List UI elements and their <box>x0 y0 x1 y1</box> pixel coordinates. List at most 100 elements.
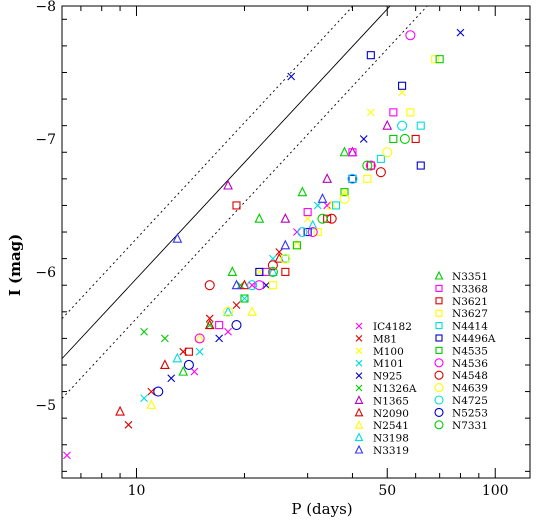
y-tick-label: −5 <box>35 398 56 414</box>
point-n925 <box>359 135 368 143</box>
point-n3198 <box>307 219 318 230</box>
point-n3627 <box>313 227 322 237</box>
legend-marker-n3368 <box>435 284 443 292</box>
point-n3621 <box>281 267 290 276</box>
point-n3319 <box>231 279 242 290</box>
plot-frame <box>61 5 531 479</box>
point-m101 <box>313 201 322 210</box>
y-tick-label: −7 <box>35 132 56 148</box>
point-m100 <box>303 214 312 223</box>
point-n4496a <box>303 227 312 237</box>
point-n4496a <box>348 174 357 183</box>
legend-label-n3319: N3319 <box>373 445 409 457</box>
point-n4548 <box>267 260 278 271</box>
point-n4536 <box>307 226 318 238</box>
point-n4548 <box>204 280 215 291</box>
point-n1326a <box>160 334 169 343</box>
point-n4639 <box>223 306 234 317</box>
y-tick-label: −6 <box>35 265 56 281</box>
plot-border <box>61 5 531 479</box>
legend-label-m101: M101 <box>373 358 404 370</box>
point-n4536 <box>365 160 376 171</box>
point-n4414 <box>376 154 385 163</box>
point-n3351 <box>339 146 350 157</box>
point-n3319 <box>317 193 328 203</box>
point-n3621 <box>323 214 332 223</box>
point-n925 <box>215 334 224 343</box>
point-n4496a <box>366 51 375 60</box>
y-tick-label: −8 <box>35 0 56 15</box>
point-n3198 <box>267 266 278 276</box>
legend-label-n4414: N4414 <box>452 321 488 333</box>
point-n4639 <box>382 147 393 158</box>
point-n4536 <box>254 280 265 291</box>
point-n925 <box>287 72 296 81</box>
point-m100 <box>255 268 264 276</box>
point-n1365 <box>280 213 291 223</box>
legend-label-n7331: N7331 <box>452 420 488 432</box>
point-n3621 <box>411 134 420 144</box>
legend-label-n1365: N1365 <box>373 395 409 407</box>
point-n4725 <box>247 280 258 291</box>
fit-lines <box>62 6 428 399</box>
point-n3368 <box>389 108 398 117</box>
point-n4536 <box>194 333 205 344</box>
x-tick-label: 100 <box>482 483 509 499</box>
point-n2541 <box>326 199 337 210</box>
point-n4639 <box>280 253 291 264</box>
legend-marker-n4496a <box>435 334 443 342</box>
point-n4548 <box>375 167 386 178</box>
x-axis-label: P (days) <box>291 500 352 518</box>
point-n4414 <box>332 201 341 210</box>
point-n2541 <box>194 332 205 343</box>
legend-marker-n4548 <box>434 370 444 380</box>
legend-marker-n4535 <box>435 346 443 354</box>
point-n4725 <box>297 226 308 238</box>
point-n3351 <box>178 365 189 376</box>
point-n7331 <box>317 213 328 224</box>
point-m100 <box>366 108 375 117</box>
point-n3621 <box>232 201 241 210</box>
point-n3351 <box>227 266 238 276</box>
point-n925 <box>456 28 465 37</box>
point-n3319 <box>280 239 291 250</box>
fit-line <box>62 6 391 359</box>
point-n4414 <box>281 254 290 263</box>
legend-label-n4725: N4725 <box>452 395 488 407</box>
point-n3627 <box>406 108 415 117</box>
point-n4414 <box>416 121 425 130</box>
point-n3351 <box>254 213 265 223</box>
point-n3627 <box>431 55 440 64</box>
point-n2090 <box>159 359 170 370</box>
point-ic4182 <box>63 451 71 460</box>
point-m81 <box>275 248 284 256</box>
point-m81 <box>232 301 241 310</box>
legend-marker-n1365 <box>354 395 364 404</box>
legend-marker-n3319 <box>354 444 364 454</box>
legend-marker-n4639 <box>434 383 444 393</box>
legend-marker-n2541 <box>354 419 364 429</box>
point-n925 <box>167 374 176 383</box>
legend-label-n3351: N3351 <box>452 271 488 283</box>
legend-marker-n3627 <box>435 309 443 317</box>
legend-label-n2090: N2090 <box>373 408 409 420</box>
point-ic4182 <box>293 228 301 236</box>
point-n4535 <box>340 188 349 197</box>
point-n3198 <box>172 352 183 363</box>
axis-ticks: 10 50 100 −5 −6 −7 −8 <box>35 0 530 499</box>
point-ic4182 <box>323 201 332 210</box>
point-n3368 <box>348 148 357 157</box>
legend-label-ic4182: IC4182 <box>373 321 412 333</box>
point-m100 <box>398 88 406 97</box>
x-tick-label: 50 <box>378 483 396 499</box>
legend-label-n4535: N4535 <box>452 345 488 357</box>
legend-marker-n5253 <box>434 407 444 417</box>
point-n3368 <box>303 208 312 217</box>
point-n4548 <box>326 213 337 224</box>
legend-marker-n3198 <box>354 432 364 442</box>
legend-marker-n925 <box>355 372 363 379</box>
point-n4496a <box>255 267 264 276</box>
point-m101 <box>195 347 204 356</box>
point-n4496a <box>398 81 407 90</box>
